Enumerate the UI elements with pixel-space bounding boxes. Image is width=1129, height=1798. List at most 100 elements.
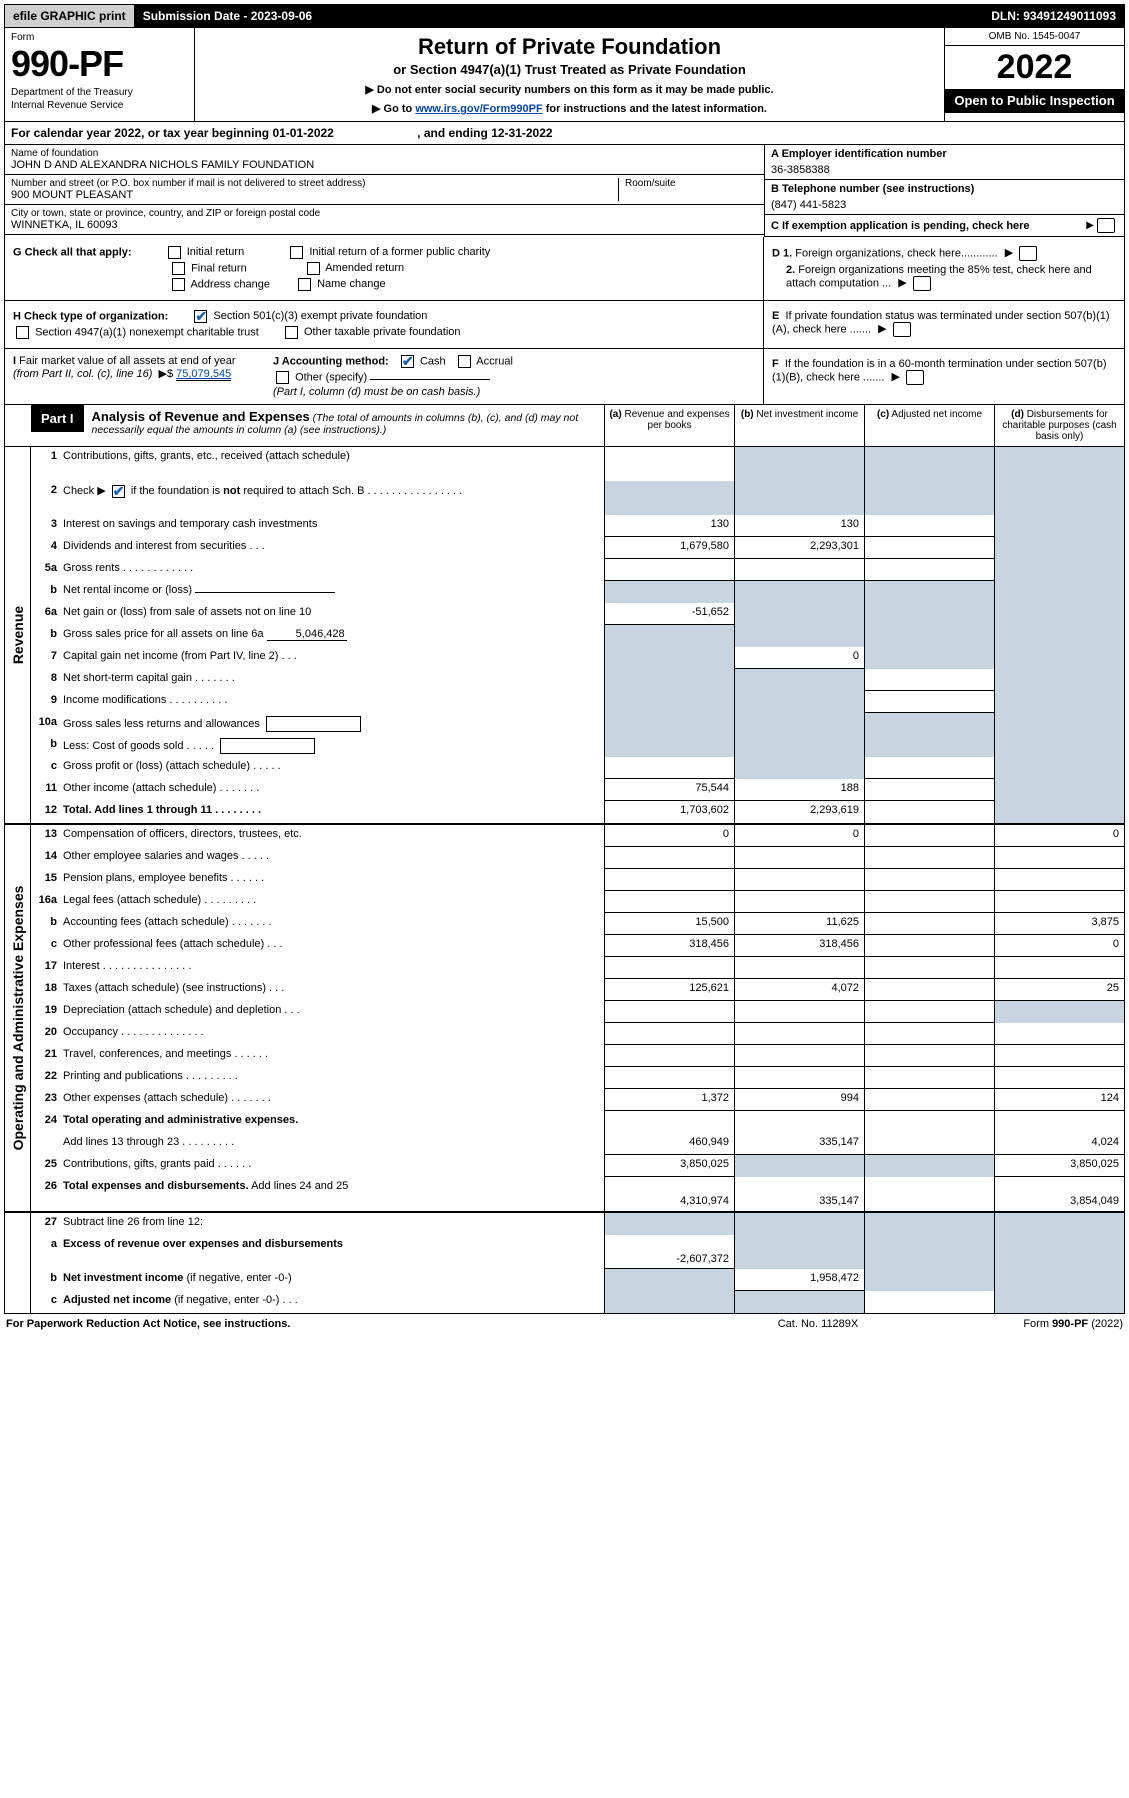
amt-a: 1,703,602 [604, 801, 734, 823]
top-bar: efile GRAPHIC print Submission Date - 20… [4, 4, 1125, 28]
line-desc: Other professional fees (attach schedule… [63, 935, 604, 957]
initial-former-checkbox[interactable] [290, 246, 303, 259]
g-label: G Check all that apply: [13, 246, 132, 258]
room-label: Room/suite [625, 178, 758, 189]
amended-return-checkbox[interactable] [307, 262, 320, 275]
amt-a: 125,621 [604, 979, 734, 1001]
fmv-value[interactable]: 75,079,545 [176, 368, 231, 381]
h-row2: Section 4947(a)(1) nonexempt charitable … [13, 326, 755, 339]
amt-b: 130 [734, 515, 864, 537]
cash-checkbox[interactable] [401, 355, 414, 368]
f-checkbox[interactable] [906, 370, 924, 385]
d2-checkbox[interactable] [913, 276, 931, 291]
line-num: b [31, 735, 63, 757]
amt-a: 130 [604, 515, 734, 537]
line-num: b [31, 625, 63, 647]
amt-a: 1,679,580 [604, 537, 734, 559]
amt-d: 3,875 [994, 913, 1124, 935]
amt-a: 318,456 [604, 935, 734, 957]
g-addr: Address change [190, 278, 270, 290]
amt-a: 460,949 [604, 1133, 734, 1155]
line-desc: Contributions, gifts, grants paid . . . … [63, 1155, 604, 1177]
line-desc: Total. Add lines 1 through 11 . . . . . … [63, 801, 604, 823]
form-number: 990-PF [11, 43, 188, 85]
line-desc: Taxes (attach schedule) (see instruction… [63, 979, 604, 1001]
e-checkbox[interactable] [893, 322, 911, 337]
calyear-mid: , and ending [414, 126, 491, 140]
amt-b: 335,147 [734, 1133, 864, 1155]
amt-a: 1,372 [604, 1089, 734, 1111]
amt-b: 335,147 [734, 1177, 864, 1211]
amt-d: 3,854,049 [994, 1177, 1124, 1211]
schb-checkbox[interactable] [112, 485, 125, 498]
final-return-checkbox[interactable] [172, 262, 185, 275]
address-change-checkbox[interactable] [172, 278, 185, 291]
j-note: (Part I, column (d) must be on cash basi… [273, 386, 755, 398]
line-desc: Gross rents . . . . . . . . . . . . [63, 559, 604, 581]
city-label: City or town, state or province, country… [11, 208, 758, 219]
line-num: 23 [31, 1089, 63, 1111]
phone-label: B Telephone number (see instructions) [771, 183, 1118, 195]
amt-b: 1,958,472 [734, 1269, 864, 1291]
line-num: c [31, 935, 63, 957]
j-other: Other (specify) [295, 371, 367, 383]
phone-cell: B Telephone number (see instructions) (8… [765, 180, 1124, 215]
amt-a: -2,607,372 [604, 1235, 734, 1269]
other-taxable-checkbox[interactable] [285, 326, 298, 339]
topbar-spacer [320, 5, 983, 27]
calyear-begin: 01-01-2022 [272, 126, 333, 140]
tax-year: 2022 [945, 46, 1124, 89]
g-final: Final return [191, 262, 247, 274]
h-other: Other taxable private foundation [304, 326, 461, 338]
line-num: 22 [31, 1067, 63, 1089]
line-desc: Interest on savings and temporary cash i… [63, 515, 604, 537]
e-row: E If private foundation status was termi… [772, 310, 1116, 337]
amt-a: 0 [604, 825, 734, 847]
line-num: 24 [31, 1111, 63, 1133]
name-change-checkbox[interactable] [298, 278, 311, 291]
goto-suffix: for instructions and the latest informat… [543, 103, 767, 115]
line-desc: Gross sales price for all assets on line… [63, 625, 604, 647]
efile-print-button[interactable]: efile GRAPHIC print [5, 5, 135, 27]
d1-checkbox[interactable] [1019, 246, 1037, 261]
initial-return-checkbox[interactable] [168, 246, 181, 259]
line-num: 26 [31, 1177, 63, 1211]
omb-number: OMB No. 1545-0047 [945, 28, 1124, 46]
form-info-link[interactable]: www.irs.gov/Form990PF [415, 103, 542, 115]
4947-checkbox[interactable] [16, 326, 29, 339]
page-footer: For Paperwork Reduction Act Notice, see … [4, 1314, 1125, 1334]
line-num: 13 [31, 825, 63, 847]
line-num: 7 [31, 647, 63, 669]
amt-b: 2,293,619 [734, 801, 864, 823]
dln: DLN: 93491249011093 [983, 5, 1124, 27]
arrow-icon: ▶ [878, 322, 886, 335]
ein-value: 36-3858388 [771, 164, 1118, 176]
line-desc: Depreciation (attach schedule) and deple… [63, 1001, 604, 1023]
phone-value: (847) 441-5823 [771, 199, 1118, 211]
line-num: 9 [31, 691, 63, 713]
exemption-checkbox[interactable] [1097, 218, 1115, 233]
d2-row: 2. Foreign organizations meeting the 85%… [772, 264, 1116, 291]
line-desc: Other income (attach schedule) . . . . .… [63, 779, 604, 801]
amt-d: 0 [994, 825, 1124, 847]
line-num: c [31, 757, 63, 779]
identity-block: Name of foundation JOHN D AND ALEXANDRA … [4, 145, 1125, 237]
line-num: 19 [31, 1001, 63, 1023]
i-prefix: ▶$ [159, 368, 177, 380]
accrual-checkbox[interactable] [458, 355, 471, 368]
arrow-icon: ▶ [1086, 220, 1094, 231]
line-num: 15 [31, 869, 63, 891]
line-desc: Other expenses (attach schedule) . . . .… [63, 1089, 604, 1111]
arrow-icon: ▶ [892, 370, 900, 383]
amt-b: 2,293,301 [734, 537, 864, 559]
j-accrual: Accrual [476, 355, 513, 367]
501c3-checkbox[interactable] [194, 310, 207, 323]
ssn-warning: ▶ Do not enter social security numbers o… [205, 83, 934, 96]
line-desc: Excess of revenue over expenses and disb… [63, 1235, 604, 1269]
amt-b: 4,072 [734, 979, 864, 1001]
city-cell: City or town, state or province, country… [5, 205, 764, 235]
line-desc: Interest . . . . . . . . . . . . . . . [63, 957, 604, 979]
other-method-checkbox[interactable] [276, 371, 289, 384]
d1-row: D 1. D 1. Foreign organizations, check h… [772, 246, 1116, 261]
line-num: 25 [31, 1155, 63, 1177]
